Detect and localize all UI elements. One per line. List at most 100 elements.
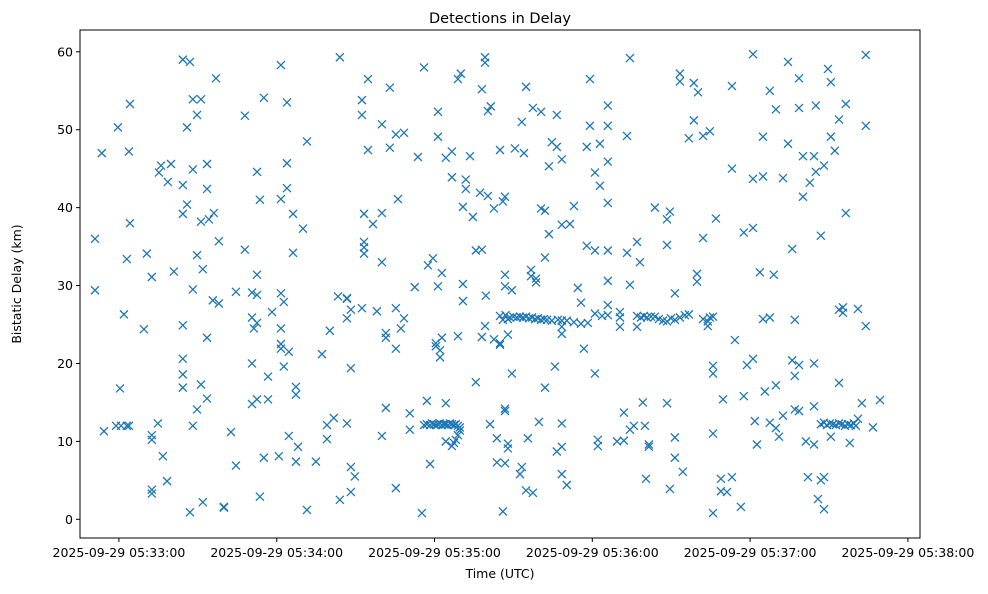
data-point bbox=[405, 425, 415, 435]
data-point bbox=[333, 292, 343, 301]
data-point bbox=[363, 74, 373, 84]
data-point bbox=[590, 309, 600, 319]
data-point bbox=[500, 458, 510, 468]
data-point bbox=[670, 453, 680, 463]
data-point bbox=[357, 110, 367, 120]
data-point bbox=[465, 151, 475, 161]
data-point bbox=[486, 101, 496, 111]
data-point bbox=[758, 314, 768, 324]
data-point bbox=[670, 288, 680, 298]
data-point bbox=[214, 236, 224, 246]
data-point bbox=[284, 431, 294, 441]
data-point bbox=[826, 432, 836, 442]
data-point bbox=[147, 435, 157, 445]
data-point bbox=[540, 383, 550, 393]
data-point bbox=[515, 469, 525, 479]
data-point bbox=[803, 472, 813, 482]
data-point bbox=[329, 413, 339, 423]
plot-frame bbox=[79, 29, 921, 539]
data-point bbox=[811, 101, 821, 111]
data-point bbox=[638, 397, 648, 407]
data-point bbox=[471, 377, 481, 387]
data-point bbox=[838, 308, 848, 318]
data-point bbox=[441, 398, 451, 408]
data-point bbox=[708, 508, 718, 518]
data-point bbox=[113, 122, 123, 132]
data-point bbox=[231, 287, 241, 297]
data-point bbox=[124, 147, 134, 157]
data-point bbox=[708, 429, 718, 439]
data-point bbox=[794, 360, 804, 370]
data-point bbox=[517, 462, 527, 472]
data-point bbox=[629, 421, 639, 431]
data-point bbox=[722, 487, 732, 497]
data-point bbox=[590, 369, 600, 379]
data-point bbox=[590, 168, 600, 178]
data-point bbox=[495, 338, 505, 348]
data-point bbox=[433, 107, 443, 117]
data-point bbox=[809, 151, 819, 161]
data-point bbox=[247, 288, 257, 298]
y-tick-label: 30 bbox=[57, 278, 73, 293]
data-point bbox=[276, 288, 286, 298]
data-point bbox=[202, 394, 212, 403]
y-tick-label: 10 bbox=[57, 434, 73, 449]
data-point bbox=[288, 248, 298, 258]
data-point bbox=[372, 306, 382, 316]
data-point bbox=[302, 505, 312, 515]
data-point bbox=[202, 333, 212, 343]
data-point bbox=[693, 87, 703, 97]
data-point bbox=[670, 315, 680, 325]
data-point bbox=[196, 94, 206, 104]
data-point bbox=[154, 168, 164, 178]
data-point bbox=[523, 433, 533, 443]
data-point bbox=[557, 220, 567, 230]
data-point bbox=[377, 119, 387, 129]
y-tick-label: 50 bbox=[57, 122, 73, 137]
data-point bbox=[185, 57, 195, 67]
data-point bbox=[519, 148, 529, 158]
data-point bbox=[125, 218, 135, 228]
data-point bbox=[675, 69, 685, 79]
data-point bbox=[507, 285, 517, 295]
data-point bbox=[276, 60, 286, 70]
data-point bbox=[178, 209, 188, 219]
data-point bbox=[635, 257, 645, 267]
data-point bbox=[192, 110, 202, 120]
data-point bbox=[399, 128, 409, 138]
data-point bbox=[646, 312, 656, 322]
data-point bbox=[526, 271, 536, 281]
data-point bbox=[727, 81, 737, 91]
data-point bbox=[178, 383, 188, 393]
data-point bbox=[322, 434, 332, 444]
data-point bbox=[765, 313, 775, 322]
data-point bbox=[826, 77, 836, 87]
data-point bbox=[119, 309, 129, 319]
data-point bbox=[196, 217, 206, 227]
data-point bbox=[500, 404, 510, 414]
data-point bbox=[528, 488, 538, 498]
y-tick-label: 40 bbox=[57, 200, 73, 215]
data-point bbox=[147, 272, 157, 282]
data-point bbox=[209, 208, 219, 218]
data-point bbox=[603, 121, 613, 131]
data-point bbox=[385, 143, 395, 153]
data-point bbox=[185, 507, 195, 517]
data-point bbox=[861, 121, 871, 131]
data-point bbox=[590, 246, 600, 255]
data-point bbox=[385, 83, 395, 93]
data-point bbox=[615, 322, 625, 332]
data-point bbox=[293, 442, 303, 452]
data-point bbox=[500, 406, 510, 416]
data-point bbox=[517, 117, 527, 127]
data-point bbox=[557, 329, 567, 339]
data-point bbox=[739, 391, 749, 401]
chart-title: Detections in Delay bbox=[429, 11, 571, 27]
data-point bbox=[805, 178, 815, 188]
data-point bbox=[115, 383, 125, 393]
data-point bbox=[477, 245, 487, 255]
data-point bbox=[698, 233, 708, 243]
data-point bbox=[579, 344, 589, 354]
data-point bbox=[500, 192, 510, 202]
data-point bbox=[455, 422, 465, 432]
